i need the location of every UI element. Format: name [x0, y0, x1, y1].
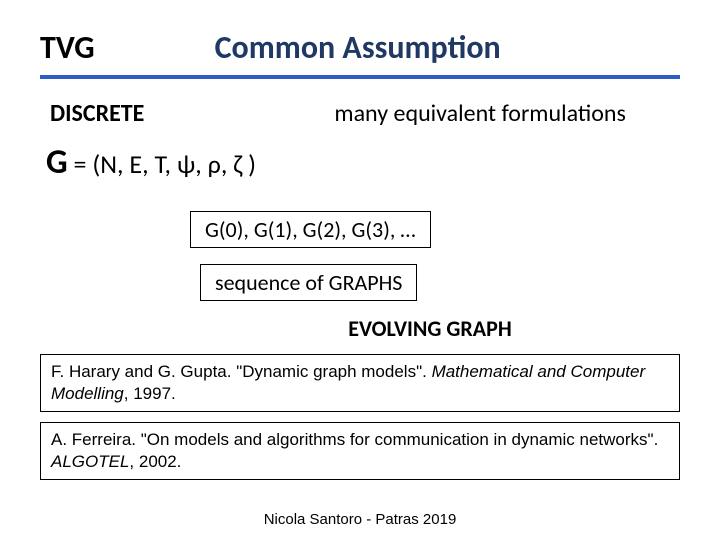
sequence-list-box-row: G(0), G(1), G(2), G(3), … — [190, 211, 680, 248]
ref2-post: , 2002. — [129, 452, 181, 471]
g-definition: G = (N, E, T, ψ, ρ, ζ ) — [40, 142, 680, 183]
evolving-graph-label: EVOLVING GRAPH — [310, 315, 550, 342]
discrete-label: DISCRETE — [50, 99, 144, 128]
ref2-pre: A. Ferreira. "On models and algorithms f… — [51, 430, 658, 449]
sequence-label-box: sequence of GRAPHS — [200, 264, 417, 301]
g-tuple: = (N, E, T, ψ, ρ, ζ ) — [68, 148, 256, 180]
sequence-label-box-row: sequence of GRAPHS — [200, 264, 680, 301]
tvg-label: TVG — [40, 28, 95, 67]
g-symbol: G — [46, 142, 68, 183]
header-row: TVG Common Assumption — [40, 28, 680, 67]
subheader-row: DISCRETE many equivalent formulations — [40, 99, 680, 128]
ref2-ital: ALGOTEL — [51, 452, 129, 471]
title-underline — [40, 75, 680, 79]
reference-box-1: F. Harary and G. Gupta. "Dynamic graph m… — [40, 354, 680, 412]
slide-footer: Nicola Santoro - Patras 2019 — [0, 511, 720, 528]
slide-container: TVG Common Assumption DISCRETE many equi… — [0, 0, 720, 540]
ref1-pre: F. Harary and G. Gupta. "Dynamic graph m… — [51, 362, 432, 381]
many-equivalent-label: many equivalent formulations — [334, 99, 626, 128]
slide-title: Common Assumption — [215, 28, 501, 67]
sequence-list-box: G(0), G(1), G(2), G(3), … — [190, 211, 431, 248]
ref1-post: , 1997. — [124, 384, 176, 403]
reference-box-2: A. Ferreira. "On models and algorithms f… — [40, 422, 680, 480]
